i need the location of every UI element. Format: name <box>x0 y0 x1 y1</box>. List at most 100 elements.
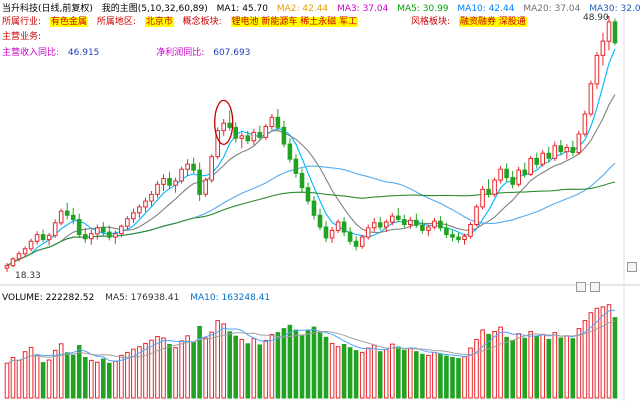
candle-body <box>209 156 214 181</box>
candle-body <box>34 234 40 242</box>
region-value[interactable]: 北京市 <box>144 17 174 27</box>
volume-bar <box>480 329 485 399</box>
indicator-name[interactable]: 我的主图(5,10,32,60,89) <box>101 4 208 14</box>
volume-bar <box>119 354 124 399</box>
candle-body <box>173 180 178 186</box>
candle-body <box>137 206 142 214</box>
scroll-handle-top[interactable] <box>627 262 637 272</box>
candle-body <box>293 158 299 174</box>
volume-bar <box>522 337 528 399</box>
volume-bar <box>221 323 226 399</box>
volume-bar <box>185 335 190 399</box>
revenue-value: 46.915 <box>67 48 100 58</box>
ma1-readout: MA1: 45.70 <box>216 4 268 14</box>
highlight-circle <box>214 99 234 146</box>
volume-header: VOLUME: 222282.52 MA5: 176938.41 MA10: 1… <box>2 293 278 303</box>
volume-bar <box>257 344 263 399</box>
candle-body <box>588 83 594 115</box>
volume-bar <box>10 357 16 399</box>
volume-ma10-readout: MA10: 163248.41 <box>190 293 271 303</box>
volume-bar <box>70 354 76 399</box>
candle-body <box>522 169 528 175</box>
concept-label: 概念板块: <box>182 17 222 27</box>
volume-bar <box>40 362 46 399</box>
candle-body <box>426 226 431 231</box>
volume-bar <box>263 340 269 399</box>
candle-body <box>233 126 238 139</box>
style-value[interactable]: 融资融券 深股通 <box>458 17 527 27</box>
revenue-label: 主营收入同比: <box>2 48 60 58</box>
volume-bar <box>83 357 88 399</box>
candle-body <box>600 40 606 56</box>
candle-body <box>155 183 160 195</box>
candle-body <box>4 265 10 269</box>
candle-body <box>582 113 588 135</box>
volume-bar <box>540 333 546 399</box>
candle-body <box>432 220 437 228</box>
volume-bar <box>504 336 509 399</box>
stock-title[interactable]: 当升科技(日线,前复权) <box>2 4 93 14</box>
volume-bar <box>570 338 576 399</box>
candle-body <box>504 168 509 179</box>
candle-body <box>516 169 522 185</box>
volume-bar <box>173 347 178 399</box>
candle-body <box>149 193 154 202</box>
volume-bar <box>311 326 317 399</box>
candle-body <box>269 116 275 128</box>
candle-body <box>396 215 401 220</box>
candle-body <box>323 226 329 239</box>
candle-body <box>40 234 46 241</box>
candle-body <box>594 54 600 85</box>
volume-bar <box>197 325 202 399</box>
volume-bar <box>52 349 58 399</box>
candle-body <box>311 200 317 216</box>
volume-bar <box>534 335 540 399</box>
volume-bar <box>251 338 257 399</box>
volume-bar <box>438 353 443 399</box>
volume-bar <box>420 353 425 399</box>
volume-bar <box>64 352 70 399</box>
profit-value: 607.693 <box>213 48 251 58</box>
candle-body <box>462 235 467 240</box>
volume-bar <box>125 351 130 399</box>
volume-bar <box>269 333 275 399</box>
candle-body <box>257 131 263 138</box>
candle-body <box>444 227 449 236</box>
candle-body <box>113 233 118 238</box>
volume-bar <box>143 342 148 399</box>
volume-bar <box>89 359 94 399</box>
volume-bar <box>612 317 618 399</box>
industry-value[interactable]: 有色金属 <box>49 17 88 27</box>
concept-value[interactable]: 锂电池 新能源车 稀土永磁 军工 <box>230 17 359 27</box>
candle-body <box>347 231 353 242</box>
chart-control-2[interactable] <box>590 282 600 292</box>
volume-bar <box>347 347 353 399</box>
candle-body <box>167 178 172 186</box>
candle-body <box>95 227 100 235</box>
chart-control-1[interactable] <box>576 282 586 292</box>
candle-body <box>558 145 564 153</box>
volume-bar <box>444 355 449 399</box>
volume-bar <box>390 343 395 399</box>
volume-ma5-readout: MA5: 176938.41 <box>105 293 180 303</box>
candle-body <box>576 133 582 154</box>
volume-readout: VOLUME: 222282.52 <box>2 293 95 303</box>
volume-bar <box>293 329 299 399</box>
volume-bar <box>383 349 389 399</box>
volume-bar <box>528 331 534 399</box>
volume-bar <box>576 328 582 399</box>
volume-bar <box>58 343 64 399</box>
candle-body <box>275 116 281 128</box>
volume-bar <box>317 332 323 399</box>
candle-body <box>552 145 558 159</box>
candle-body <box>468 224 473 237</box>
chart-header-line: 当升科技(日线,前复权) 我的主图(5,10,32,60,89) MA1: 45… <box>2 1 640 14</box>
region-label: 所属地区: <box>96 17 136 27</box>
volume-bar <box>456 358 461 399</box>
candle-body <box>197 169 202 195</box>
style-label: 风格板块: <box>411 17 451 27</box>
industry-label: 所属行业: <box>2 17 42 27</box>
volume-bar <box>498 326 503 399</box>
volume-bar <box>137 346 142 399</box>
